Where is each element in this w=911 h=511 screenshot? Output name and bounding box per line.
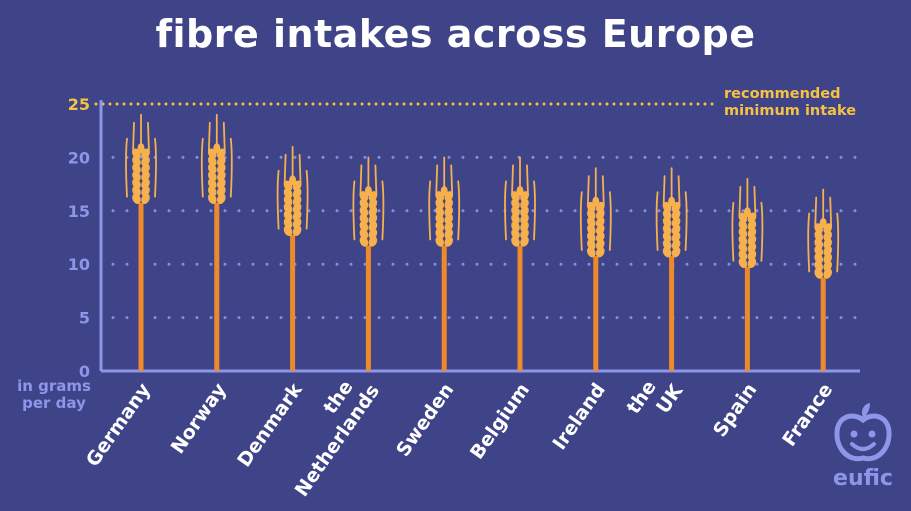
y-axis-unit-label: in grams per day bbox=[17, 377, 91, 412]
wheat-ear-marker bbox=[807, 188, 840, 279]
wheat-ear-marker bbox=[579, 167, 612, 258]
apple-face-icon bbox=[834, 403, 892, 462]
y-tick-label: 0 bbox=[79, 362, 90, 381]
wheat-ear-marker bbox=[200, 113, 233, 204]
category-label: Ireland bbox=[548, 379, 609, 454]
wheat-ear-marker bbox=[428, 156, 461, 247]
logo-text: eufic bbox=[833, 466, 893, 491]
chart-title: fibre intakes across Europe bbox=[155, 12, 756, 56]
eufic-logo: eufic bbox=[828, 400, 898, 495]
category-label: Spain bbox=[709, 379, 762, 441]
category-label: Belgium bbox=[466, 379, 534, 463]
wheat-ear-marker bbox=[352, 156, 385, 247]
wheat-ear-marker bbox=[276, 145, 309, 237]
wheat-ear-marker bbox=[125, 113, 157, 204]
wheat-ear-marker bbox=[504, 156, 536, 247]
category-label: Denmark bbox=[233, 379, 307, 471]
category-label: Norway bbox=[167, 379, 232, 458]
category-label: theUK bbox=[622, 366, 688, 432]
y-tick-label: 25 bbox=[68, 95, 90, 114]
y-tick-label: 5 bbox=[79, 309, 90, 328]
wheat-ear-marker bbox=[731, 177, 764, 269]
reference-line-label: recommended minimum intake bbox=[724, 86, 857, 119]
wheat-ear-marker bbox=[655, 167, 688, 258]
y-tick-label: 10 bbox=[68, 255, 90, 274]
y-tick-label: 15 bbox=[68, 202, 90, 221]
category-label: Sweden bbox=[392, 379, 458, 461]
y-tick-label: 20 bbox=[68, 148, 90, 167]
